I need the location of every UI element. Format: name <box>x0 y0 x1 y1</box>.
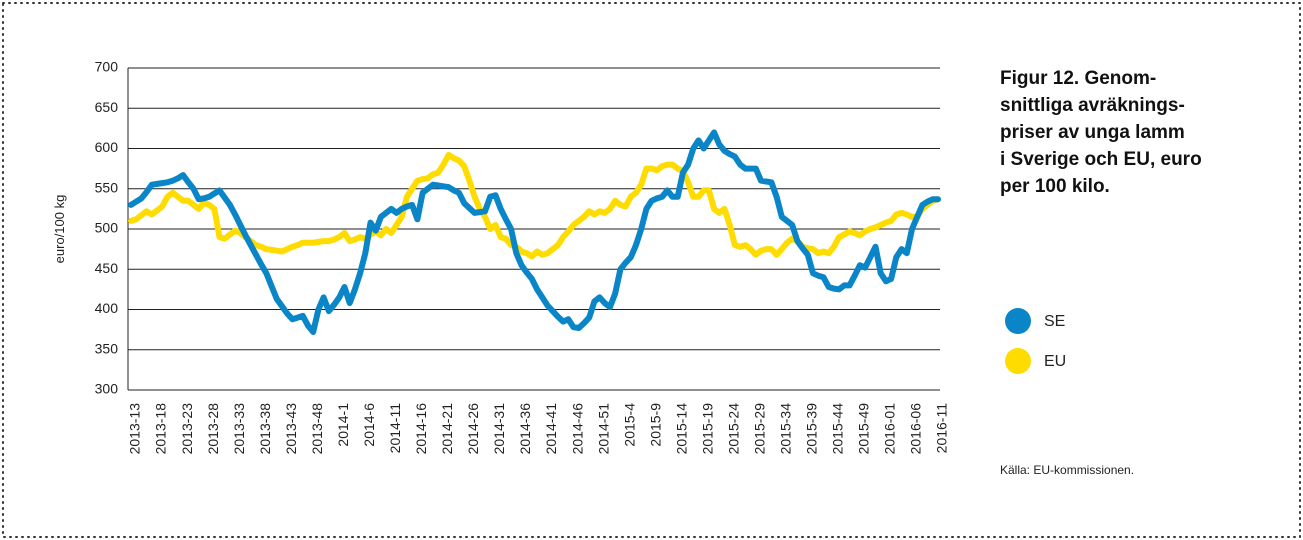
title-line: snittliga avräknings- <box>1000 95 1185 116</box>
x-tick-label: 2015-9 <box>647 403 663 447</box>
x-tick-label: 2013-33 <box>231 403 247 455</box>
y-tick-label: 650 <box>95 99 119 115</box>
x-tick-label: 2015-39 <box>804 403 820 455</box>
x-tick-label: 2016-06 <box>908 403 924 455</box>
x-tick-label: 2015-29 <box>751 403 767 455</box>
x-tick-label: 2013-43 <box>283 403 299 455</box>
title-line: Figur 12. Genom- <box>1000 68 1156 89</box>
series-line <box>128 151 941 260</box>
x-tick-label: 2014-46 <box>569 403 585 455</box>
y-tick-label: 400 <box>95 300 119 316</box>
legend-swatch <box>1005 308 1031 334</box>
x-tick-label: 2013-18 <box>153 403 169 455</box>
x-tick-label: 2014-26 <box>465 403 481 455</box>
y-tick-label: 700 <box>95 59 119 75</box>
x-tick-label: 2013-48 <box>309 403 325 455</box>
y-tick-label: 500 <box>95 220 119 236</box>
x-tick-label: 2013-28 <box>205 403 221 455</box>
x-tick-label: 2015-34 <box>778 403 794 455</box>
y-axis-label: euro/100 kg <box>52 195 67 264</box>
x-tick-label: 2013-38 <box>257 403 273 455</box>
x-tick-label: 2014-1 <box>335 403 351 447</box>
x-tick-label: 2014-6 <box>361 403 377 447</box>
title-line: priser av unga lamm <box>1000 122 1185 143</box>
x-tick-label: 2016-11 <box>934 403 950 454</box>
title-line: i Sverige och EU, euro <box>1000 149 1202 170</box>
source: Källa: EU-kommissionen. <box>1000 463 1134 477</box>
x-tick-label: 2015-49 <box>856 403 872 455</box>
x-tick-label: 2014-36 <box>517 403 533 455</box>
legend-label: EU <box>1044 353 1066 370</box>
y-tick-label: 450 <box>95 260 119 276</box>
legend: SE EU <box>1005 308 1066 374</box>
x-tick-label: 2016-01 <box>882 403 898 455</box>
title: Figur 12. Genom-snittliga avräknings-pri… <box>1000 68 1202 197</box>
x-tick-label: 2014-16 <box>413 403 429 455</box>
y-tick-label: 600 <box>95 139 119 155</box>
x-tick-label: 2014-31 <box>491 403 507 455</box>
grid: 300 350 400 450 500 550 600 650 700 <box>95 59 940 397</box>
x-tick-label: 2013-13 <box>127 403 143 455</box>
legend-swatch <box>1005 348 1031 374</box>
x-tick-label: 2015-4 <box>621 403 637 447</box>
lines <box>128 129 941 335</box>
x-tick-label: 2015-24 <box>725 403 741 455</box>
x-tick-label: 2014-41 <box>543 403 559 455</box>
x-tick-label: 2014-21 <box>439 403 455 455</box>
x-tick-label: 2014-51 <box>595 403 611 455</box>
x-tick-label: 2014-11 <box>387 403 403 454</box>
series-line <box>128 129 941 335</box>
y-tick-label: 550 <box>95 179 119 195</box>
x-tick-label: 2015-14 <box>673 403 689 455</box>
title-line: per 100 kilo. <box>1000 176 1110 197</box>
y-tick-label: 350 <box>95 340 119 356</box>
x-ticks: 2013-13 2013-18 2013-23 2013-28 2013-33 2013-… <box>127 403 950 455</box>
y-tick-label: 300 <box>95 381 119 397</box>
x-tick-label: 2015-19 <box>699 403 715 455</box>
x-tick-label: 2015-44 <box>830 403 846 455</box>
legend-label: SE <box>1044 313 1065 330</box>
x-tick-label: 2013-23 <box>179 403 195 455</box>
